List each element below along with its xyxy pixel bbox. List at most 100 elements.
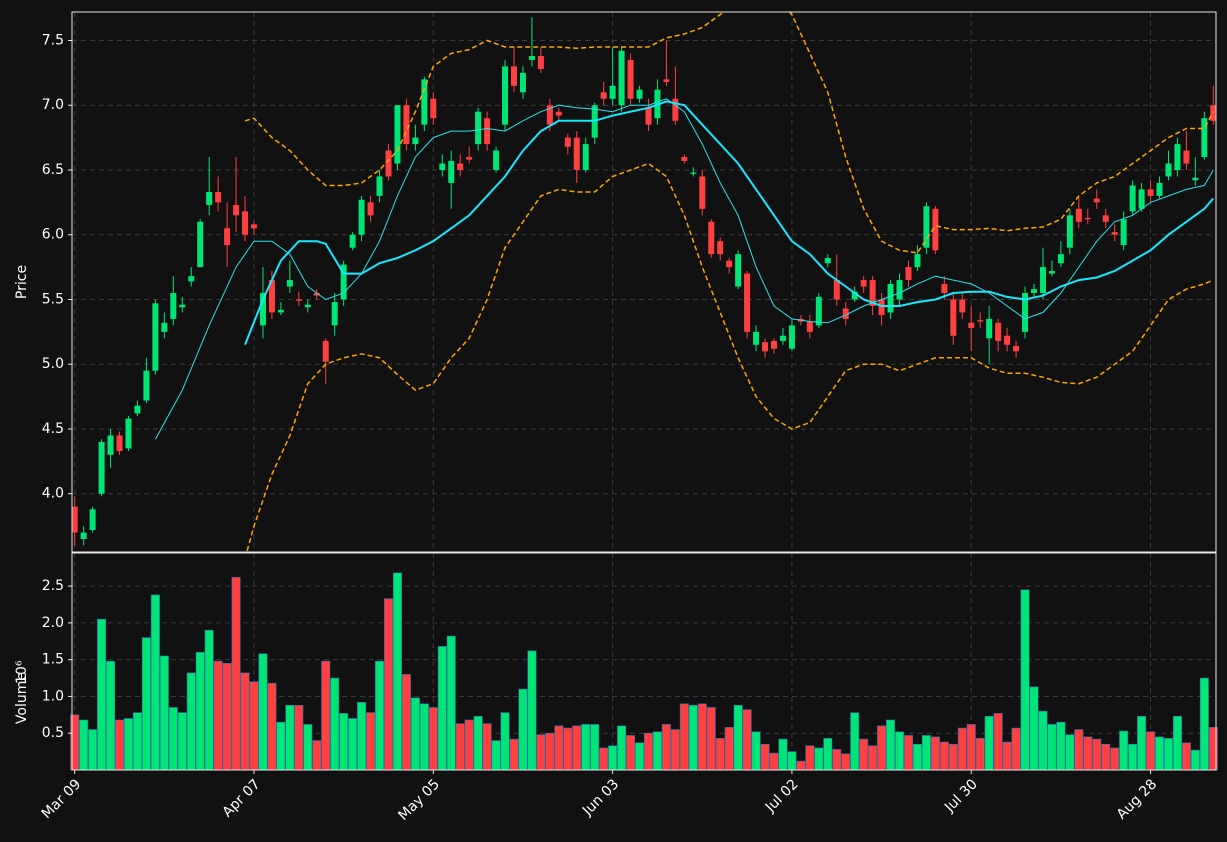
candle-body bbox=[1165, 163, 1172, 177]
volume-bar bbox=[446, 635, 456, 771]
volume-bar bbox=[581, 724, 591, 771]
candle-body bbox=[367, 202, 374, 216]
volume-bar bbox=[877, 725, 887, 771]
candle-body bbox=[313, 293, 320, 296]
volume-bar bbox=[1190, 749, 1200, 771]
volume-bar bbox=[966, 724, 976, 771]
y-tick-label: 4.5 bbox=[42, 421, 64, 437]
volume-bar bbox=[859, 738, 869, 771]
candle-body bbox=[537, 56, 544, 69]
candle-body bbox=[851, 291, 858, 300]
volume-bar bbox=[688, 704, 698, 771]
volume-bar bbox=[697, 703, 707, 771]
candle-body bbox=[528, 56, 535, 60]
volume-bar bbox=[1038, 710, 1048, 771]
volume-bar bbox=[912, 743, 922, 771]
y-tick-label: 6.0 bbox=[42, 227, 64, 243]
candle-body bbox=[788, 325, 795, 349]
candle-body bbox=[546, 105, 553, 125]
candle-body bbox=[959, 299, 966, 313]
y-tick-label: 4.0 bbox=[42, 486, 64, 502]
indicator-line bbox=[154, 98, 1214, 440]
volume-bar bbox=[742, 709, 752, 771]
volume-bar bbox=[357, 702, 367, 771]
candle-body bbox=[116, 435, 123, 451]
candle-body bbox=[860, 280, 867, 287]
volume-bar bbox=[778, 738, 788, 771]
candle-body bbox=[1201, 118, 1208, 158]
candle-body bbox=[914, 254, 921, 268]
volume-axis-label: Volume bbox=[14, 672, 30, 724]
volume-bar bbox=[231, 576, 241, 771]
candle-body bbox=[627, 59, 634, 99]
candle-body bbox=[1039, 267, 1046, 294]
volume-bar bbox=[921, 735, 931, 771]
volume-bar bbox=[599, 747, 609, 771]
candle-body bbox=[941, 283, 948, 294]
candle-body bbox=[582, 144, 589, 170]
price-marks bbox=[72, 12, 1216, 552]
volume-bar bbox=[1128, 743, 1138, 771]
volume-bar bbox=[303, 724, 313, 771]
candle-body bbox=[735, 254, 742, 287]
volume-bar bbox=[670, 729, 680, 771]
candle-body bbox=[421, 79, 428, 125]
volume-bar bbox=[1146, 731, 1156, 771]
candle-body bbox=[555, 111, 562, 116]
volume-bar bbox=[419, 703, 429, 771]
volume-bar bbox=[796, 760, 806, 771]
candle-body bbox=[331, 302, 338, 326]
candle-body bbox=[161, 322, 168, 332]
candle-body bbox=[815, 296, 822, 326]
candle-body bbox=[511, 66, 517, 86]
candle-body bbox=[72, 506, 78, 533]
y-tick-label: 5.5 bbox=[42, 291, 64, 307]
volume-bar bbox=[652, 731, 662, 771]
volume-bar bbox=[249, 681, 259, 771]
candle-body bbox=[905, 267, 912, 281]
candle-body bbox=[412, 137, 419, 145]
volume-bar bbox=[1199, 677, 1209, 771]
volume-bar bbox=[141, 637, 151, 771]
candle-body bbox=[1138, 189, 1145, 209]
candle-body bbox=[493, 150, 500, 170]
volume-bar bbox=[1020, 589, 1030, 771]
volume-bar bbox=[1011, 727, 1021, 771]
candle-body bbox=[89, 509, 96, 530]
volume-bar bbox=[518, 688, 528, 771]
volume-bar bbox=[1137, 716, 1147, 771]
volume-bar bbox=[527, 650, 537, 771]
volume-bar bbox=[948, 743, 958, 771]
candle-body bbox=[188, 276, 195, 282]
volume-bar bbox=[572, 725, 582, 771]
candle-body bbox=[358, 199, 365, 235]
volume-bar bbox=[428, 707, 438, 771]
candle-body bbox=[573, 137, 580, 170]
volume-bar bbox=[1056, 721, 1066, 771]
volume-bar bbox=[1074, 729, 1084, 771]
candle-body bbox=[125, 418, 132, 449]
candle-body bbox=[457, 163, 464, 170]
volume-bar bbox=[1110, 747, 1120, 771]
candle-body bbox=[322, 340, 329, 362]
candle-body bbox=[448, 160, 455, 183]
candle-body bbox=[1174, 144, 1181, 170]
volume-bar bbox=[769, 752, 779, 771]
candle-body bbox=[636, 89, 643, 99]
volume-bar bbox=[401, 674, 411, 771]
candle-body bbox=[1057, 254, 1064, 264]
candle-body bbox=[699, 176, 706, 209]
volume-bar bbox=[177, 712, 187, 771]
y-tick-label: 6.5 bbox=[42, 162, 64, 178]
volume-bar bbox=[643, 732, 653, 771]
candle-body bbox=[663, 79, 670, 82]
candle-body bbox=[340, 264, 347, 300]
candle-body bbox=[681, 157, 688, 161]
candle-body bbox=[779, 335, 786, 341]
volume-bar bbox=[545, 732, 555, 771]
candle-body bbox=[170, 293, 177, 319]
volume-bar bbox=[330, 677, 340, 771]
candle-body bbox=[215, 192, 222, 203]
volume-bar bbox=[88, 729, 98, 771]
volume-bar bbox=[679, 703, 689, 771]
